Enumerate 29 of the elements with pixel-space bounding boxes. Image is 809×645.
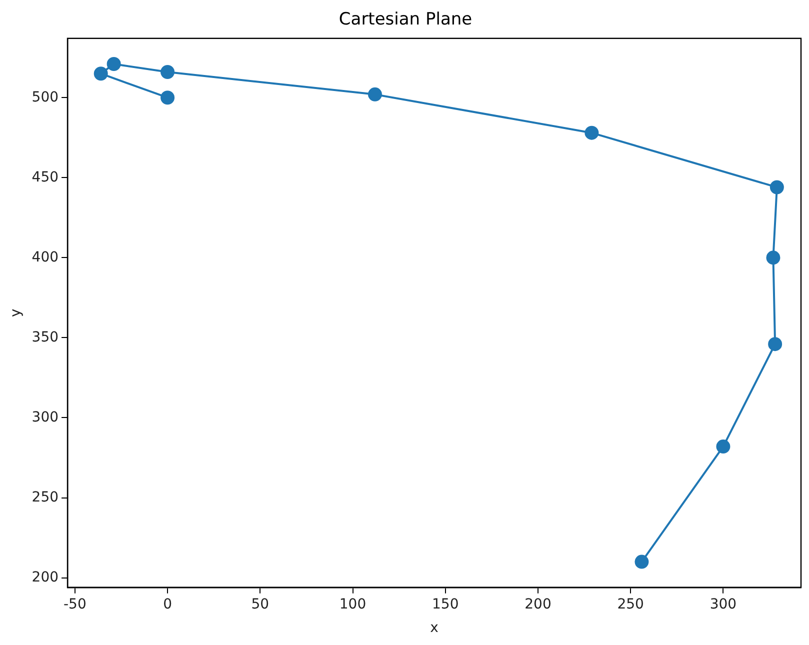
x-tick-label: 50 [251,596,270,612]
y-axis-title: y [8,308,24,318]
y-tick-label: 500 [32,89,59,106]
y-tick-label: 200 [32,569,59,586]
x-tick-label: 100 [339,596,366,612]
x-axis-title: x [430,620,438,636]
point [584,126,599,140]
x-tick-label: 150 [432,596,459,612]
x-tick-label: -50 [63,596,86,612]
point [106,57,121,72]
point [160,90,175,105]
point [716,440,730,454]
x-tick-label: 200 [524,596,552,612]
point [160,65,175,80]
point [766,250,780,265]
y-tick-label: 300 [32,409,59,426]
point [368,87,382,102]
x-tick-label: 300 [710,596,737,612]
point [768,337,782,352]
y-tick-label: 250 [32,489,59,506]
x-tick-label: 0 [163,596,172,612]
y-tick-label: 400 [32,249,59,266]
x-tick-label: 250 [617,596,644,612]
point [94,66,108,81]
y-tick-label: 350 [32,329,59,346]
chart-title: Cartesian Plane [338,10,472,30]
y-tick-label: 450 [32,169,59,186]
point [634,554,649,569]
point [770,180,784,194]
